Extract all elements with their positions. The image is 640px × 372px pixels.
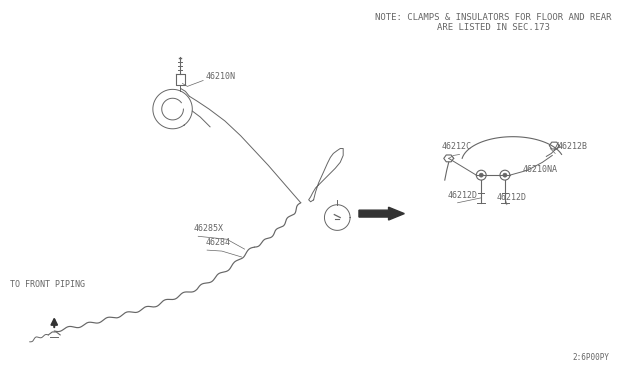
Text: 46284: 46284 <box>205 238 230 247</box>
Text: 46212D: 46212D <box>448 191 477 200</box>
Circle shape <box>479 173 483 177</box>
Text: 46210N: 46210N <box>205 71 235 80</box>
Text: 2:6P00PY: 2:6P00PY <box>572 353 609 362</box>
Text: NOTE: CLAMPS & INSULATORS FOR FLOOR AND REAR: NOTE: CLAMPS & INSULATORS FOR FLOOR AND … <box>375 13 611 22</box>
Circle shape <box>503 173 507 177</box>
FancyArrow shape <box>359 207 404 220</box>
Text: 46212B: 46212B <box>557 141 587 151</box>
Text: 46210NA: 46210NA <box>523 165 557 174</box>
Text: 46285X: 46285X <box>193 224 223 233</box>
Text: ARE LISTED IN SEC.173: ARE LISTED IN SEC.173 <box>436 23 550 32</box>
Text: TO FRONT PIPING: TO FRONT PIPING <box>10 280 85 289</box>
Text: 46212C: 46212C <box>442 141 472 151</box>
Text: 46212D: 46212D <box>497 193 527 202</box>
